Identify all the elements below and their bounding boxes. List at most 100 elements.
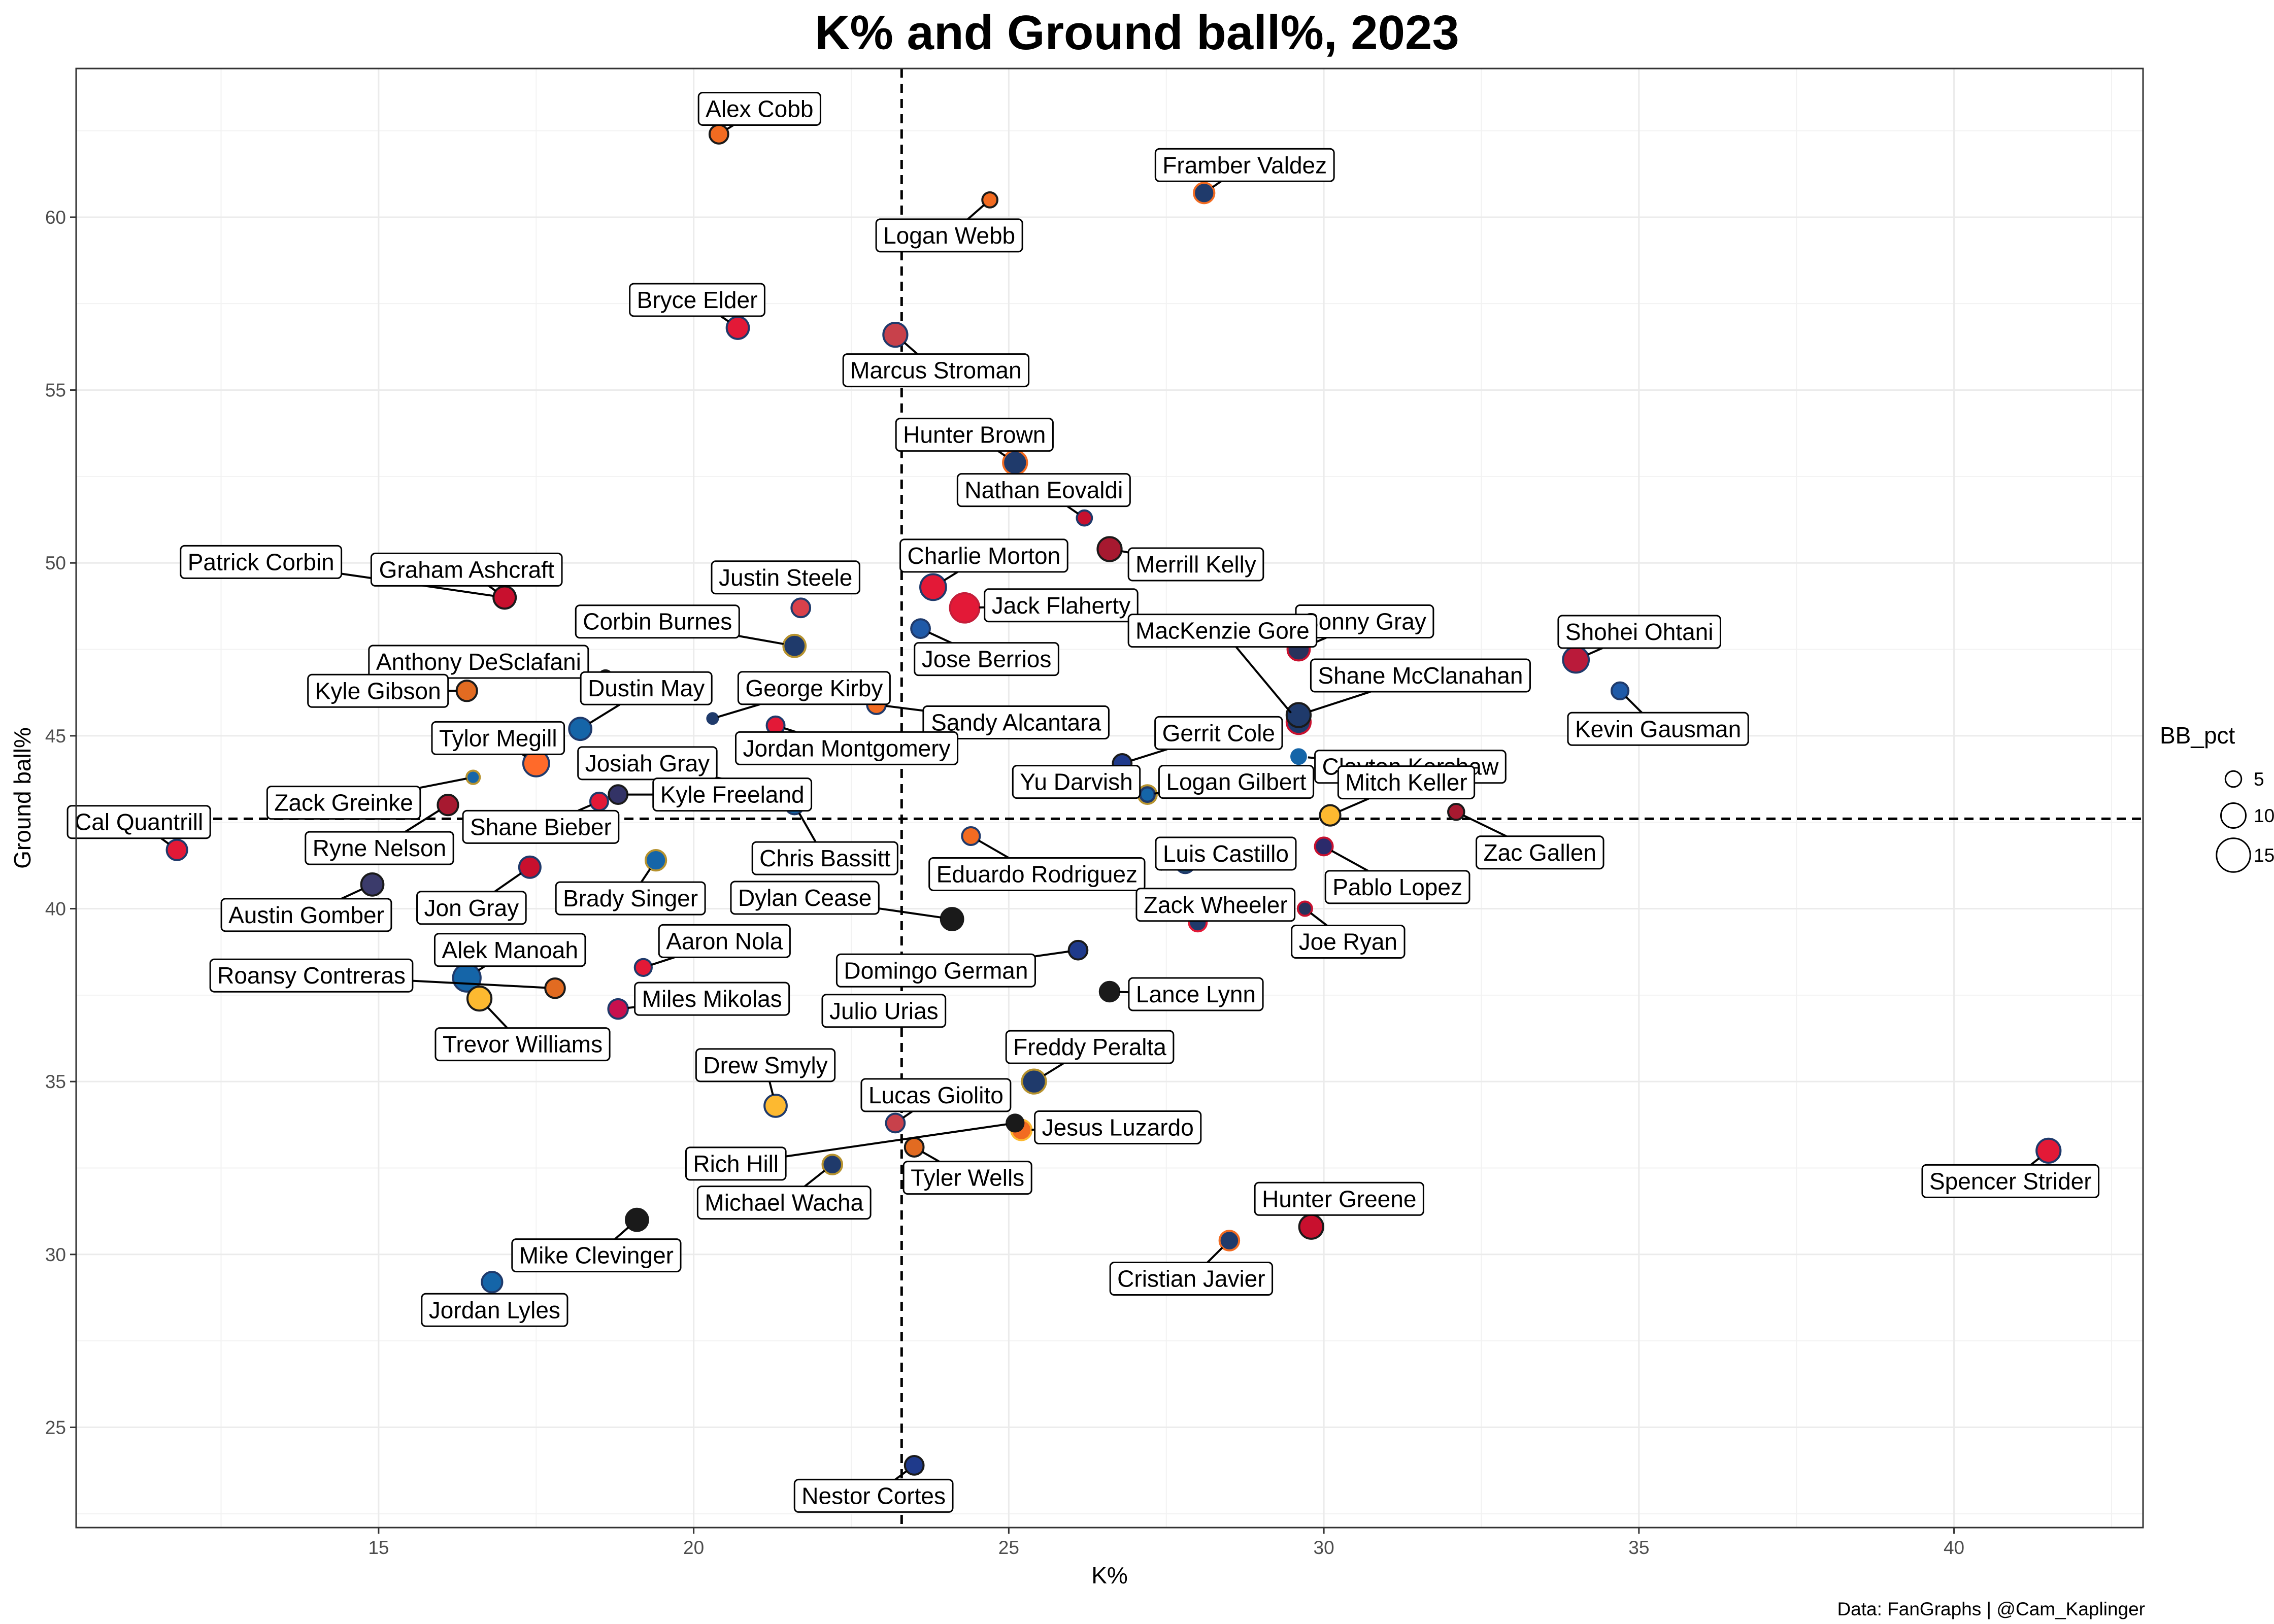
point-drew-smyly [763, 1093, 788, 1118]
label-julio-urias: Julio Urias [829, 998, 939, 1024]
label-box [1158, 765, 1315, 799]
label-alek-manoah: Alek Manoah [442, 937, 578, 963]
label-framber-valdez: Framber Valdez [1162, 152, 1327, 178]
label-box [842, 353, 1030, 388]
label-connector [894, 1470, 908, 1480]
point-brady-singer [645, 849, 667, 872]
point-shane-bieber [589, 791, 609, 811]
point-logan-gilbert [1139, 786, 1156, 803]
label-connector [785, 1123, 1007, 1158]
label-box [1128, 977, 1264, 1011]
label-mike-clevinger: Mike Clevinger [519, 1242, 674, 1269]
label-chris-bassitt: Chris Bassitt [759, 845, 890, 871]
label-connector [885, 704, 924, 712]
label-connector [1235, 646, 1292, 714]
label-box [629, 283, 765, 317]
point-justin-steele [790, 597, 812, 619]
legend: BB_pct 5 10 15 [2160, 722, 2274, 873]
point-miles-mikolas [607, 998, 629, 1020]
y-tick-label: 30 [45, 1244, 66, 1265]
label-connector [2030, 1157, 2040, 1166]
label-box [928, 857, 1146, 891]
label-connector [739, 635, 784, 645]
label-box [899, 538, 1068, 573]
point-george-kirby [706, 712, 719, 725]
label-dylan-cease: Dylan Cease [738, 885, 872, 911]
y-tick-label: 35 [45, 1071, 66, 1092]
point-zac-gallen [1447, 803, 1465, 821]
label-kyle-gibson: Kyle Gibson [315, 678, 441, 704]
label-connector [904, 342, 918, 355]
label-zack-wheeler: Zack Wheeler [1144, 892, 1288, 918]
point-hunter-brown [1002, 450, 1028, 476]
label-anthony-desclafani: Anthony DeSclafani [376, 649, 581, 675]
y-tick-label: 45 [45, 726, 66, 747]
point-jose-berrios [910, 618, 931, 639]
label-brady-singer: Brady Singer [563, 885, 698, 911]
point-cristian-javier [1218, 1230, 1241, 1251]
label-tylor-megill: Tylor Megill [439, 725, 557, 751]
point-jon-gray [518, 855, 542, 879]
label-shane-mcclanahan: Shane McClanahan [1318, 662, 1523, 689]
label-patrick-corbin: Patrick Corbin [188, 549, 335, 575]
label-box [511, 1238, 682, 1273]
x-tick-label: 15 [368, 1537, 389, 1558]
label-kyle-freeland: Kyle Freeland [660, 782, 805, 808]
label-connector [1463, 814, 1507, 837]
label-box [462, 809, 620, 844]
label-eduardo-rodriguez: Eduardo Rodriguez [937, 861, 1138, 887]
label-box [914, 642, 1059, 676]
point-cal-quantrill [165, 838, 188, 861]
point-spencer-strider [2035, 1137, 2062, 1164]
label-box [860, 1078, 1012, 1112]
point-nathan-eovaldi [1076, 509, 1093, 527]
legend-key [2220, 802, 2247, 829]
label-box [307, 673, 449, 708]
label-box [1127, 614, 1318, 648]
label-box [652, 777, 813, 812]
point-framber-valdez [1193, 182, 1216, 205]
label-zack-greinke: Zack Greinke [274, 790, 413, 816]
legend-label: 15 [2254, 845, 2274, 866]
point-charlie-morton [919, 573, 947, 601]
label-box [1567, 712, 1749, 746]
label-connector [902, 1110, 913, 1119]
label-mitch-keller: Mitch Keller [1345, 769, 1467, 796]
point-logan-webb [981, 191, 998, 209]
source-caption: Data: FanGraphs | @Cam_Kaplinger [1837, 1599, 2145, 1619]
label-sonny-gray: Sonny Gray [1303, 608, 1426, 635]
label-connector [589, 703, 621, 724]
label-box [793, 1478, 954, 1513]
label-connector [1044, 1062, 1064, 1076]
label-miles-mikolas: Miles Mikolas [642, 986, 782, 1012]
label-box [1109, 1262, 1274, 1296]
label-box [658, 924, 791, 958]
legend-label: 5 [2254, 769, 2264, 790]
point-bryce-elder [725, 316, 750, 340]
label-roansy-contreras: Roansy Contreras [217, 962, 406, 989]
label-box [1337, 765, 1476, 800]
label-box [1154, 148, 1335, 182]
x-tick-label: 25 [998, 1537, 1019, 1558]
label-box [902, 1161, 1032, 1195]
point-merrill-kelly [1096, 536, 1123, 562]
label-sandy-alcantara: Sandy Alcantara [931, 709, 1101, 736]
label-box [266, 786, 421, 820]
y-tick-label: 40 [45, 899, 66, 920]
reference-lines [76, 69, 2143, 1528]
point-nestor-cortes [904, 1454, 925, 1476]
label-zac-gallen: Zac Gallen [1484, 839, 1596, 866]
label-lance-lynn: Lance Lynn [1136, 981, 1256, 1007]
label-connector [1121, 550, 1129, 554]
label-jose-berrios: Jose Berrios [922, 646, 1052, 672]
y-tick-label: 25 [45, 1417, 66, 1438]
label-box [695, 1048, 836, 1082]
label-gerrit-cole: Gerrit Cole [1162, 720, 1275, 746]
label-alex-cobb: Alex Cobb [706, 95, 813, 122]
label-hunter-greene: Hunter Greene [1262, 1186, 1416, 1212]
point-eduardo-rodriguez [961, 826, 981, 846]
label-connector [720, 315, 729, 323]
label-box [895, 418, 1054, 452]
label-graham-ashcraft: Graham Ashcraft [379, 556, 554, 583]
label-bryce-elder: Bryce Elder [637, 287, 758, 313]
